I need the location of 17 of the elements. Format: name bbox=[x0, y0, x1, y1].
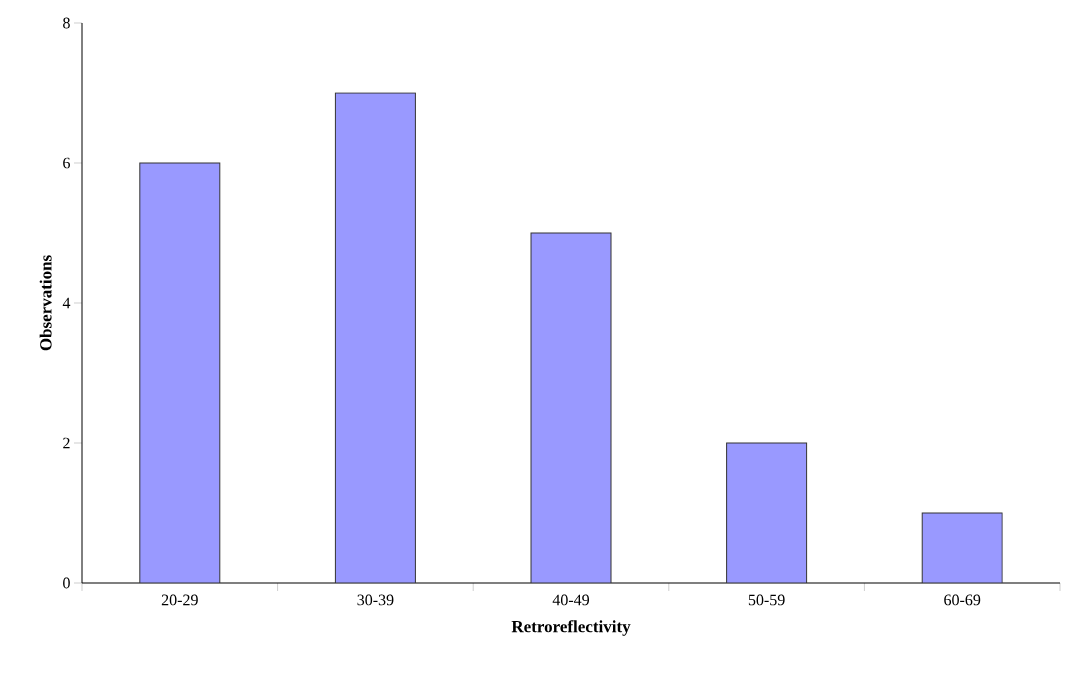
x-tick-label: 30-39 bbox=[357, 594, 394, 606]
y-tick-label: 4 bbox=[62, 297, 71, 309]
y-axis-title: Observations bbox=[39, 255, 52, 351]
y-tick-label: 2 bbox=[63, 437, 70, 449]
bar bbox=[726, 442, 808, 583]
y-tick-label: 8 bbox=[63, 17, 70, 29]
y-tick-label: 0 bbox=[63, 577, 70, 589]
bar bbox=[334, 92, 416, 583]
bar bbox=[530, 232, 612, 583]
x-axis-title: Retroreflectivity bbox=[511, 620, 631, 636]
y-tick-label: 6 bbox=[63, 157, 70, 169]
x-tick-label: 50-59 bbox=[748, 594, 785, 606]
x-tick-label: 20-29 bbox=[161, 594, 198, 606]
x-tick-label: 60-69 bbox=[944, 594, 981, 606]
bar bbox=[139, 162, 221, 583]
bar bbox=[921, 512, 1003, 583]
x-tick-label: 40-49 bbox=[552, 594, 590, 606]
